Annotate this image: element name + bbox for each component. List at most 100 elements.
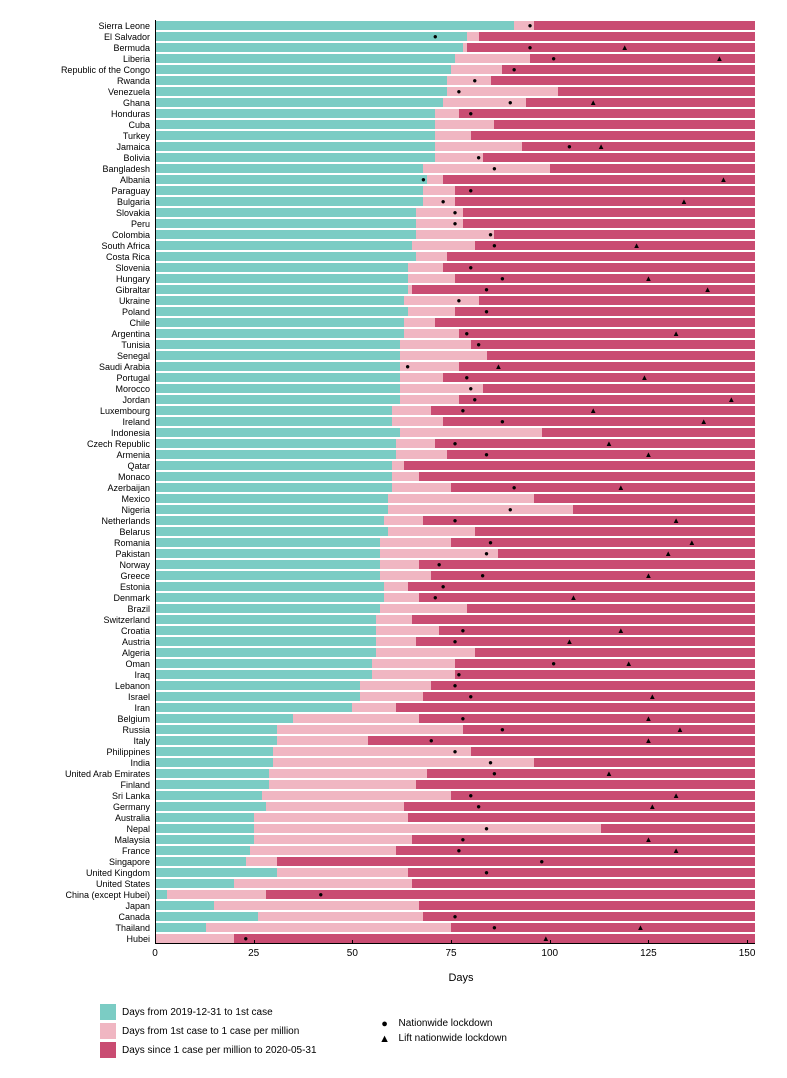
country-label: France [20, 846, 155, 856]
lockdown-marker: ● [457, 297, 462, 305]
legend-swatch-3 [100, 1042, 116, 1058]
bar-segment [254, 835, 412, 844]
lockdown-marker: ● [508, 99, 513, 107]
lockdown-marker: ● [433, 594, 438, 602]
bar-segment [155, 769, 269, 778]
bar-segment [435, 131, 471, 140]
bar-segments: ● [155, 164, 767, 173]
lift-marker: ▲ [664, 550, 672, 558]
bar-segment [155, 670, 372, 679]
lockdown-marker: ● [528, 22, 533, 30]
bar-segments: ●▲ [155, 175, 767, 184]
country-label: Thailand [20, 923, 155, 933]
bar-segments: ● [155, 340, 767, 349]
bar-row: Hungary●▲ [20, 273, 767, 284]
lockdown-marker: ● [453, 517, 458, 525]
bar-segment [262, 791, 451, 800]
lift-marker: ▲ [566, 638, 574, 646]
country-label: Paraguay [20, 186, 155, 196]
bar-row: United Kingdom● [20, 867, 767, 878]
bar-row: Iraq● [20, 669, 767, 680]
bar-segment [273, 747, 470, 756]
lift-marker: ▲ [605, 440, 613, 448]
lockdown-marker: ● [476, 154, 481, 162]
bar-segment [447, 76, 490, 85]
lift-marker: ▲ [617, 627, 625, 635]
lockdown-marker: ● [433, 33, 438, 41]
bar-segment [443, 175, 755, 184]
lockdown-marker: ● [457, 88, 462, 96]
bar-row: Cuba [20, 119, 767, 130]
bar-segment [167, 890, 266, 899]
country-label: Germany [20, 802, 155, 812]
lockdown-marker: ● [484, 825, 489, 833]
country-label: Iran [20, 703, 155, 713]
bar-segment [155, 857, 246, 866]
lockdown-marker: ● [484, 550, 489, 558]
lockdown-marker: ● [508, 506, 513, 514]
legend-markers: ● Nationwide lockdown ▲ Lift nationwide … [377, 1004, 507, 1058]
bar-segments [155, 461, 767, 470]
lockdown-marker: ● [453, 209, 458, 217]
bar-segment [447, 252, 755, 261]
country-label: Australia [20, 813, 155, 823]
bar-segment [155, 604, 380, 613]
country-label: Czech Republic [20, 439, 155, 449]
bar-segment [459, 362, 755, 371]
country-label: Ireland [20, 417, 155, 427]
bar-row: Poland● [20, 306, 767, 317]
bar-segment [471, 131, 755, 140]
bar-segments: ●▲ [155, 846, 767, 855]
bar-segment [463, 725, 755, 734]
lockdown-marker: ● [468, 110, 473, 118]
country-label: Lebanon [20, 681, 155, 691]
bar-segments: ●▲ [155, 659, 767, 668]
lockdown-marker: ● [468, 264, 473, 272]
bar-segment [412, 879, 755, 888]
lockdown-marker: ● [453, 638, 458, 646]
bar-segments: ● [155, 296, 767, 305]
legend-label-3: Days since 1 case per million to 2020-05… [122, 1045, 317, 1056]
country-label: India [20, 758, 155, 768]
bar-segments: ●▲ [155, 571, 767, 580]
country-label: Armenia [20, 450, 155, 460]
lockdown-marker: ● [492, 924, 497, 932]
lift-marker: ▲ [700, 418, 708, 426]
lockdown-marker: ● [512, 484, 517, 492]
bar-row: Tunisia● [20, 339, 767, 350]
legend-marker-triangle: ▲ [377, 1033, 393, 1045]
lockdown-marker: ● [567, 143, 572, 151]
country-label: Rwanda [20, 76, 155, 86]
bar-segments [155, 615, 767, 624]
x-tick: 125 [640, 948, 657, 959]
bar-segment [467, 43, 755, 52]
bar-segment [155, 252, 416, 261]
bar-row: Venezuela● [20, 86, 767, 97]
bar-segment [360, 681, 431, 690]
bar-row: Brazil [20, 603, 767, 614]
lockdown-marker: ● [457, 847, 462, 855]
bar-segments: ● [155, 857, 767, 866]
bar-segments: ● [155, 21, 767, 30]
bar-segment [534, 21, 755, 30]
legend-item-segment1: Days from 2019-12-31 to 1st case [100, 1004, 317, 1020]
bar-segment [214, 901, 419, 910]
bar-segment [155, 450, 396, 459]
bar-row: Armenia●▲ [20, 449, 767, 460]
bar-segment [380, 571, 431, 580]
lockdown-marker: ● [460, 407, 465, 415]
bar-row: Oman●▲ [20, 658, 767, 669]
bar-segment [451, 538, 755, 547]
bar-segment [475, 527, 755, 536]
lift-marker: ▲ [676, 726, 684, 734]
bar-row: Estonia● [20, 581, 767, 592]
legend-marker-label-1: Nationwide lockdown [399, 1018, 493, 1029]
bar-segments: ●▲ [155, 450, 767, 459]
bar-segments: ● [155, 186, 767, 195]
lift-marker: ▲ [633, 242, 641, 250]
bar-segment [155, 483, 392, 492]
bar-segment [404, 461, 755, 470]
bar-segment [155, 615, 376, 624]
lift-marker: ▲ [672, 330, 680, 338]
lift-marker: ▲ [716, 55, 724, 63]
